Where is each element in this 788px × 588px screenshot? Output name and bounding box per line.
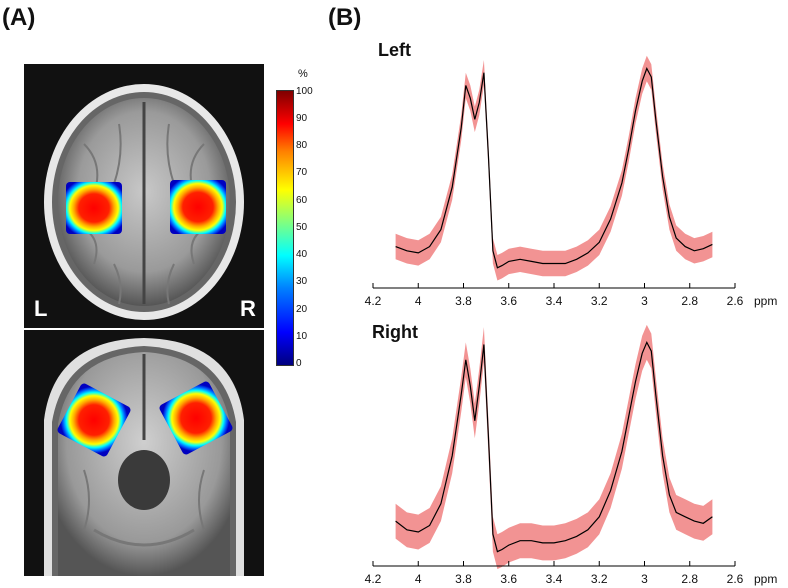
colorbar-tick: 70 bbox=[296, 167, 308, 178]
panel-b-label: (B) bbox=[328, 4, 362, 31]
x-tick-label: 3.8 bbox=[455, 294, 472, 308]
colorbar-tick: 20 bbox=[296, 304, 308, 315]
colorbar-tick: 90 bbox=[296, 113, 308, 124]
colorbar-tick: 60 bbox=[296, 195, 308, 206]
spectrum-left-title: Left bbox=[378, 40, 411, 60]
left-hemisphere-label: L bbox=[34, 296, 48, 321]
colorbar-tick: 50 bbox=[296, 222, 308, 233]
x-tick-label: 3.4 bbox=[546, 572, 563, 586]
x-tick-label: 3.2 bbox=[591, 294, 608, 308]
x-tick-label: 3.4 bbox=[546, 294, 563, 308]
x-tick-label: 3.2 bbox=[591, 572, 608, 586]
confidence-band bbox=[395, 55, 713, 281]
x-tick-label: 2.8 bbox=[681, 572, 698, 586]
mean-spectrum-line bbox=[395, 340, 713, 553]
spectrum-left-plot: 4.2 4 3.8 3.6 3.4 3.2 3 2.8 2.6 ppm bbox=[365, 55, 777, 308]
colorbar-tick: 40 bbox=[296, 249, 308, 260]
colorbar bbox=[276, 90, 294, 366]
colorbar-tick: 10 bbox=[296, 331, 308, 342]
colorbar-tick: 0 bbox=[296, 358, 302, 369]
x-tick-label: 4.2 bbox=[365, 572, 382, 586]
x-tick-label: 2.8 bbox=[681, 294, 698, 308]
spectrum-right-title: Right bbox=[372, 322, 418, 342]
x-tick-label: 2.6 bbox=[727, 294, 744, 308]
spectrum-right-plot: 4.2 4 3.8 3.6 3.4 3.2 3 2.8 2.6 ppm bbox=[365, 324, 777, 586]
x-tick-label: 3.6 bbox=[500, 294, 517, 308]
x-tick-label: 3 bbox=[641, 572, 648, 586]
x-tick-label: 4 bbox=[415, 572, 422, 586]
colorbar-tick: 30 bbox=[296, 276, 308, 287]
x-tick-label: 2.6 bbox=[727, 572, 744, 586]
coronal-brain-image bbox=[24, 330, 264, 576]
panel-a-label: (A) bbox=[2, 4, 36, 31]
x-tick-label: 3 bbox=[641, 294, 648, 308]
x-tick-label: 4.2 bbox=[365, 294, 382, 308]
x-tick-label: 3.8 bbox=[455, 572, 472, 586]
x-axis-unit: ppm bbox=[754, 572, 777, 586]
colorbar-tick: 100 bbox=[296, 86, 313, 97]
colorbar-tick: 80 bbox=[296, 140, 308, 151]
confidence-band bbox=[395, 324, 713, 570]
x-axis-unit: ppm bbox=[754, 294, 777, 308]
colorbar-unit: % bbox=[298, 68, 308, 80]
right-hemisphere-label: R bbox=[240, 296, 256, 321]
x-tick-label: 4 bbox=[415, 294, 422, 308]
axial-brain-image bbox=[24, 64, 264, 328]
x-tick-label: 3.6 bbox=[500, 572, 517, 586]
mean-spectrum-line bbox=[395, 67, 713, 269]
